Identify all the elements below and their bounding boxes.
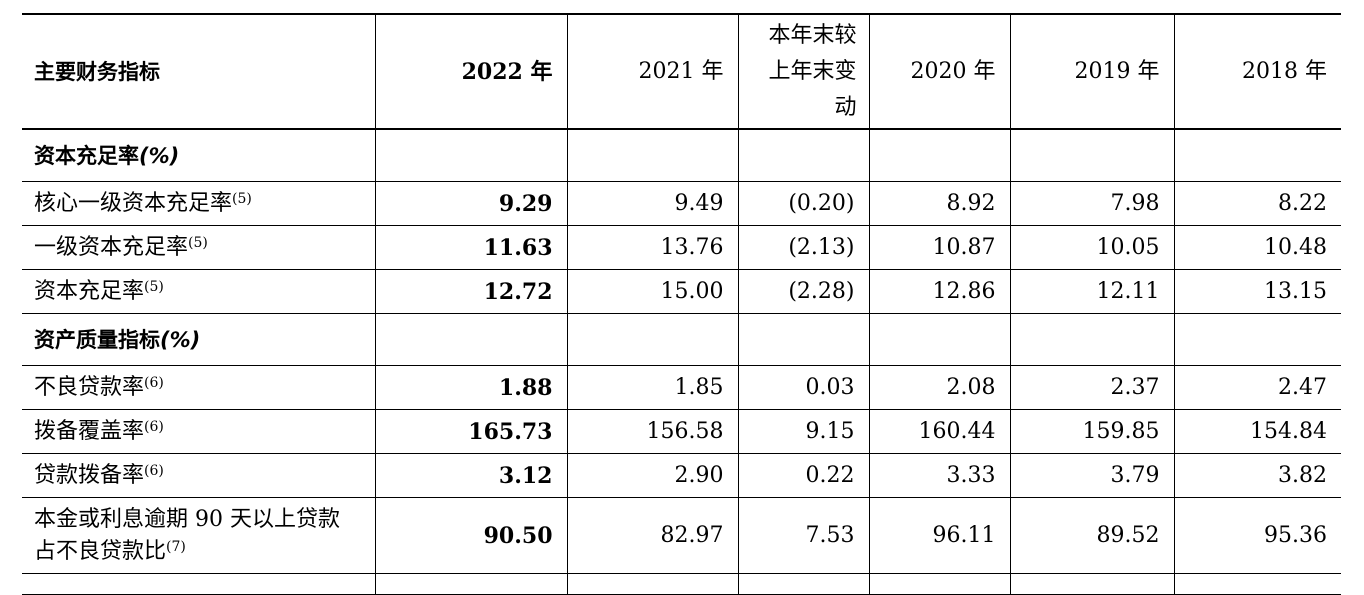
table-row-tier1: 一级资本充足率(5) 11.63 13.76 (2.13) 10.87 10.0… xyxy=(22,225,1341,270)
cell-2022: 1.88 xyxy=(374,365,567,410)
cell-2020: 2.08 xyxy=(868,365,1010,410)
table-row-overdue: 本金或利息逾期 90 天以上贷款占不良贷款比(7) 90.50 82.97 7.… xyxy=(22,497,1341,574)
row-label: 拨备覆盖率(6) xyxy=(34,418,164,444)
cell-2022: 12.72 xyxy=(374,269,567,314)
header-2022: 2022 年 xyxy=(374,14,567,129)
cell-2021: 82.97 xyxy=(566,497,738,574)
financial-indicators-table: 主要财务指标 2022 年 2021 年 本年末较上年末变动 2020 年 20… xyxy=(22,13,1341,595)
cell-2018: 95.36 xyxy=(1173,497,1341,574)
section-title-asset: 资产质量指标(%) xyxy=(34,327,201,352)
table-row-provision: 贷款拨备率(6) 3.12 2.90 0.22 3.33 3.79 3.82 xyxy=(22,453,1341,498)
cell-2019: 3.79 xyxy=(1009,453,1174,498)
cell-2018: 2.47 xyxy=(1173,365,1341,410)
cell-2020: 96.11 xyxy=(868,497,1010,574)
cell-change: 0.03 xyxy=(737,365,869,410)
table-header-row: 主要财务指标 2022 年 2021 年 本年末较上年末变动 2020 年 20… xyxy=(22,14,1341,129)
cell-2021: 9.49 xyxy=(566,181,738,226)
cell-2022: 11.63 xyxy=(374,225,567,270)
cell-change: 9.15 xyxy=(737,409,869,454)
header-2020: 2020 年 xyxy=(868,14,1010,129)
row-label: 不良贷款率(6) xyxy=(34,374,164,400)
cell-change: (2.13) xyxy=(737,225,869,270)
cell-2022: 165.73 xyxy=(374,409,567,454)
row-label: 资本充足率(5) xyxy=(34,278,164,304)
cell-2018: 10.48 xyxy=(1173,225,1341,270)
table-row-cet1: 核心一级资本充足率(5) 9.29 9.49 (0.20) 8.92 7.98 … xyxy=(22,181,1341,226)
cell-2020: 8.92 xyxy=(868,181,1010,226)
cell-change: 0.22 xyxy=(737,453,869,498)
cell-2018: 154.84 xyxy=(1173,409,1341,454)
cell-change: (2.28) xyxy=(737,269,869,314)
cell-2021: 15.00 xyxy=(566,269,738,314)
cell-2019: 89.52 xyxy=(1009,497,1174,574)
cell-2019: 7.98 xyxy=(1009,181,1174,226)
cell-2019: 2.37 xyxy=(1009,365,1174,410)
row-label: 一级资本充足率(5) xyxy=(34,234,208,260)
cell-2019: 10.05 xyxy=(1009,225,1174,270)
cell-2021: 2.90 xyxy=(566,453,738,498)
cell-2020: 3.33 xyxy=(868,453,1010,498)
cell-2018: 13.15 xyxy=(1173,269,1341,314)
table-row-car: 资本充足率(5) 12.72 15.00 (2.28) 12.86 12.11 … xyxy=(22,269,1341,314)
row-label: 本金或利息逾期 90 天以上贷款占不良贷款比(7) xyxy=(34,506,340,564)
cell-change: 7.53 xyxy=(737,497,869,574)
cell-2020: 12.86 xyxy=(868,269,1010,314)
header-2019: 2019 年 xyxy=(1009,14,1174,129)
section-row-asset: 资产质量指标(%) xyxy=(22,313,1341,366)
cell-2022: 3.12 xyxy=(374,453,567,498)
cell-change: (0.20) xyxy=(737,181,869,226)
section-row-capital: 资本充足率(%) xyxy=(22,129,1341,182)
header-change: 本年末较上年末变动 xyxy=(737,14,869,129)
row-label: 核心一级资本充足率(5) xyxy=(34,190,252,216)
cell-2018: 8.22 xyxy=(1173,181,1341,226)
header-2021: 2021 年 xyxy=(566,14,738,129)
header-indicator: 主要财务指标 xyxy=(34,59,160,84)
cell-2020: 160.44 xyxy=(868,409,1010,454)
table-row-npl: 不良贷款率(6) 1.88 1.85 0.03 2.08 2.37 2.47 xyxy=(22,365,1341,410)
cell-2022: 90.50 xyxy=(374,497,567,574)
row-label: 贷款拨备率(6) xyxy=(34,462,164,488)
table-row-coverage: 拨备覆盖率(6) 165.73 156.58 9.15 160.44 159.8… xyxy=(22,409,1341,454)
cell-2021: 13.76 xyxy=(566,225,738,270)
cell-2019: 159.85 xyxy=(1009,409,1174,454)
cell-2021: 1.85 xyxy=(566,365,738,410)
header-2018: 2018 年 xyxy=(1173,14,1341,129)
section-title-capital: 资本充足率(%) xyxy=(34,143,180,168)
cell-2018: 3.82 xyxy=(1173,453,1341,498)
cell-2022: 9.29 xyxy=(374,181,567,226)
cell-2019: 12.11 xyxy=(1009,269,1174,314)
cell-2020: 10.87 xyxy=(868,225,1010,270)
cell-2021: 156.58 xyxy=(566,409,738,454)
